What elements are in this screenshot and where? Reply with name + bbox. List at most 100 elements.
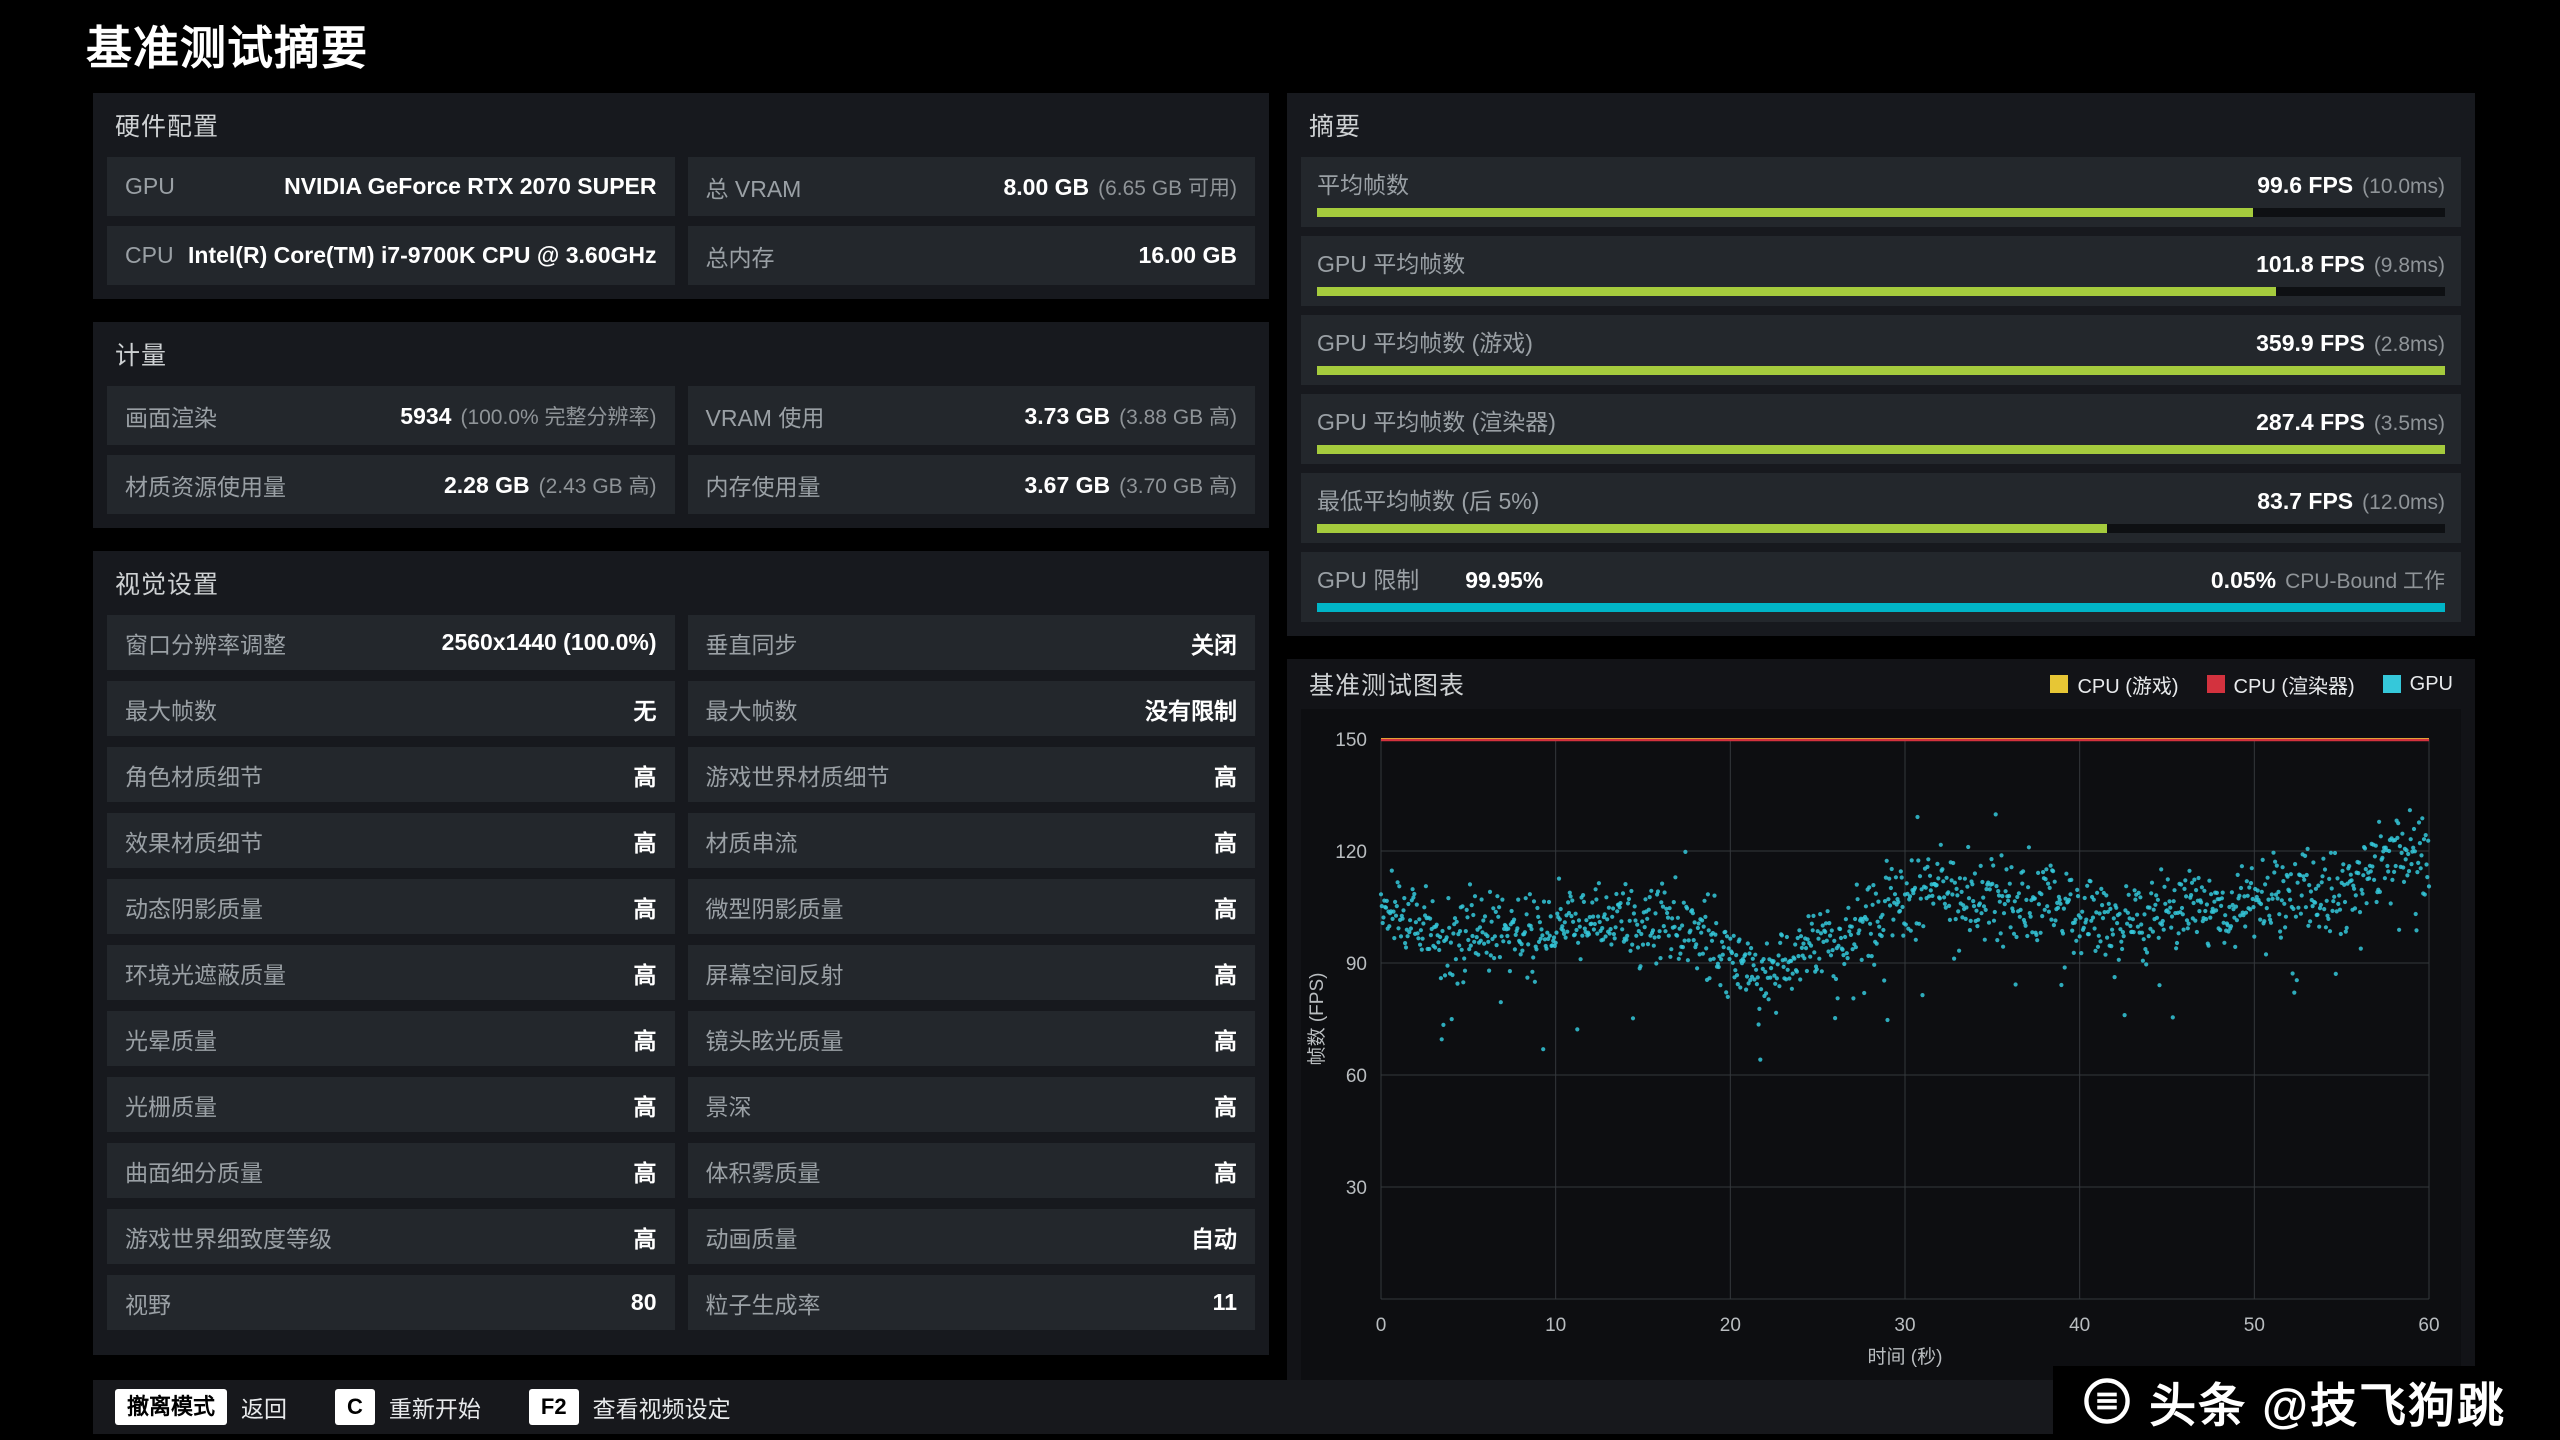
legend-swatch-yellow: [2050, 675, 2069, 693]
settings-row: 光栅质量高 景深高: [107, 1077, 1255, 1132]
chart-title: 基准测试图表: [1309, 672, 1466, 700]
settings-row: 角色材质细节高 游戏世界材质细节高: [107, 747, 1255, 802]
hardware-gpu-cell: GPU NVIDIA GeForce RTX 2070 SUPER: [107, 157, 675, 216]
summary-row-avg-fps: 平均帧数 99.6 FPS (10.0ms): [1301, 157, 2461, 227]
summary-row-gpu-bound: GPU 限制 99.95% 0.05% CPU-Bound 工作: [1301, 552, 2461, 622]
settings-row: 曲面细分质量高 体积雾质量高: [107, 1143, 1255, 1198]
svg-text:40: 40: [2069, 1315, 2090, 1336]
summary-row-gpu-avg-fps: GPU 平均帧数 101.8 FPS (9.8ms): [1301, 236, 2461, 306]
summary-row-min-avg-fps: 最低平均帧数 (后 5%) 83.7 FPS (12.0ms): [1301, 473, 2461, 543]
setting-depth-of-field: 景深高: [687, 1077, 1255, 1132]
setting-ambient-occlusion: 环境光遮蔽质量高: [107, 945, 675, 1000]
watermark: 头条 @技飞狗跳: [2053, 1366, 2518, 1436]
fps-bar-track: [1317, 524, 2445, 533]
setting-ssr: 屏幕空间反射高: [687, 945, 1255, 1000]
watermark-text: 头条 @技飞狗跳: [2149, 1378, 2506, 1432]
total-vram-cell: 总 VRAM 8.00 GB (6.65 GB 可用): [687, 157, 1255, 216]
gpu-bound-bar-fill: [1317, 603, 2445, 612]
setting-fps-limit: 最大帧数 没有限制: [687, 681, 1255, 736]
svg-text:0: 0: [1376, 1315, 1387, 1336]
legend-swatch-red: [2206, 675, 2225, 693]
svg-text:120: 120: [1335, 842, 1367, 863]
setting-particle-rate: 粒子生成率 11: [687, 1275, 1255, 1330]
page-title: 基准测试摘要: [86, 22, 368, 74]
svg-text:60: 60: [2418, 1315, 2439, 1336]
setting-window-resolution: 窗口分辨率调整 2560x1440 (100.0%): [107, 615, 675, 670]
metrics-row: 画面渲染 5934 (100.0% 完整分辨率) VRAM 使用 3.73 GB(…: [107, 386, 1255, 445]
total-memory-label: 总内存: [705, 244, 775, 271]
cpu-value: Intel(R) Core(TM) i7-9700K CPU @ 3.60GHz: [188, 242, 657, 268]
settings-row: 效果材质细节高 材质串流高: [107, 813, 1255, 868]
hint-back[interactable]: 撤离模式 返回: [115, 1388, 287, 1426]
hint-video-settings[interactable]: F2 查看视频设定: [528, 1388, 731, 1426]
right-column: 摘要 平均帧数 99.6 FPS (10.0ms) GPU 平均帧数 101.8 …: [1287, 93, 2475, 1395]
svg-text:时间 (秒): 时间 (秒): [1868, 1346, 1943, 1368]
hardware-panel: 硬件配置 GPU NVIDIA GeForce RTX 2070 SUPER 总…: [93, 93, 1269, 299]
total-memory-cell: 总内存 16.00 GB: [687, 226, 1255, 285]
setting-tessellation: 曲面细分质量高: [107, 1143, 675, 1198]
hint-restart[interactable]: C 重新开始: [335, 1388, 481, 1426]
setting-raster-quality: 光栅质量高: [107, 1077, 675, 1132]
chart-header: 基准测试图表 CPU (游戏) CPU (渲染器) GPU: [1301, 659, 2461, 709]
legend-swatch-cyan: [2382, 675, 2401, 693]
gpu-label: GPU: [125, 173, 175, 199]
fps-bar-track: [1317, 208, 2445, 217]
svg-text:150: 150: [1335, 730, 1367, 751]
hardware-row: CPU Intel(R) Core(TM) i7-9700K CPU @ 3.6…: [107, 226, 1255, 285]
summary-row-gpu-renderer-fps: GPU 平均帧数 (渲染器) 287.4 FPS (3.5ms): [1301, 394, 2461, 464]
setting-vsync: 垂直同步 关闭: [687, 615, 1255, 670]
svg-text:50: 50: [2244, 1315, 2265, 1336]
gpu-value: NVIDIA GeForce RTX 2070 SUPER: [284, 173, 657, 199]
cpu-label: CPU: [125, 242, 174, 268]
svg-text:30: 30: [1346, 1178, 1367, 1199]
hardware-cpu-cell: CPU Intel(R) Core(TM) i7-9700K CPU @ 3.6…: [107, 226, 675, 285]
benchmark-chart: 0 10 20 30 40 50 60 30 60 90 120 150 时间 (秒) 帧数 (FPS): [1301, 709, 2461, 1381]
total-memory-value: 16.00 GB: [1138, 242, 1237, 268]
setting-dynamic-shadows: 动态阴影质量高: [107, 879, 675, 934]
total-vram-label: 总 VRAM: [705, 175, 802, 202]
settings-row: 光晕质量高 镜头眩光质量高: [107, 1011, 1255, 1066]
setting-character-texture: 角色材质细节高: [107, 747, 675, 802]
summary-row-gpu-game-fps: GPU 平均帧数 (游戏) 359.9 FPS (2.8ms): [1301, 315, 2461, 385]
fps-bar-fill: [1317, 445, 2445, 454]
setting-texture-streaming: 材质串流高: [687, 813, 1255, 868]
texture-resource-cell: 材质资源使用量 2.28 GB (2.43 GB 高): [107, 455, 675, 514]
legend-cpu-game: CPU (游戏): [2050, 670, 2179, 699]
gpu-bound-bar-track: [1317, 603, 2445, 612]
f2-key-badge[interactable]: F2: [528, 1388, 579, 1426]
fps-bar-fill: [1317, 208, 2254, 217]
svg-text:10: 10: [1545, 1315, 1566, 1336]
benchmark-chart-panel: 基准测试图表 CPU (游戏) CPU (渲染器) GPU 0 10 20 30 40 5…: [1287, 659, 2475, 1395]
visual-settings-panel: 视觉设置 窗口分辨率调整 2560x1440 (100.0%) 垂直同步 关闭 最大…: [93, 551, 1269, 1355]
setting-world-texture: 游戏世界材质细节高: [687, 747, 1255, 802]
c-key-badge[interactable]: C: [335, 1388, 375, 1426]
visual-settings-title: 视觉设置: [115, 571, 220, 599]
svg-text:20: 20: [1720, 1315, 1741, 1336]
settings-row: 动态阴影质量高 微型阴影质量高: [107, 879, 1255, 934]
toutiao-logo-icon: [2081, 1375, 2133, 1427]
escape-key-badge[interactable]: 撤离模式: [115, 1388, 228, 1426]
metrics-panel-title: 计量: [115, 342, 168, 370]
fps-bar-fill: [1317, 524, 2107, 533]
setting-volumetric-fog: 体积雾质量高: [687, 1143, 1255, 1198]
hardware-panel-title: 硬件配置: [115, 113, 220, 141]
settings-row: 视野 80 粒子生成率 11: [107, 1275, 1255, 1330]
svg-text:90: 90: [1346, 954, 1367, 975]
summary-panel: 摘要 平均帧数 99.6 FPS (10.0ms) GPU 平均帧数 101.8 …: [1287, 93, 2475, 636]
fps-bar-track: [1317, 287, 2445, 296]
vram-usage-cell: VRAM 使用 3.73 GB (3.88 GB 高): [687, 386, 1255, 445]
memory-usage-cell: 内存使用量 3.67 GB (3.70 GB 高): [687, 455, 1255, 514]
setting-bloom: 光晕质量高: [107, 1011, 675, 1066]
metrics-panel: 计量 画面渲染 5934 (100.0% 完整分辨率) VRAM 使用 3.73 …: [93, 322, 1269, 528]
settings-row: 最大帧数无 最大帧数 没有限制: [107, 681, 1255, 736]
setting-world-detail-level: 游戏世界细致度等级高: [107, 1209, 675, 1264]
total-vram-sub: (6.65 GB 可用): [1098, 176, 1237, 200]
settings-row: 游戏世界细致度等级高 动画质量 自动: [107, 1209, 1255, 1264]
svg-text:帧数 (FPS): 帧数 (FPS): [1306, 973, 1328, 1066]
chart-legend: CPU (游戏) CPU (渲染器) GPU: [2050, 670, 2453, 699]
settings-row: 环境光遮蔽质量高 屏幕空间反射高: [107, 945, 1255, 1000]
settings-row: 窗口分辨率调整 2560x1440 (100.0%) 垂直同步 关闭: [107, 615, 1255, 670]
setting-max-fps: 最大帧数无: [107, 681, 675, 736]
svg-text:30: 30: [1894, 1315, 1915, 1336]
